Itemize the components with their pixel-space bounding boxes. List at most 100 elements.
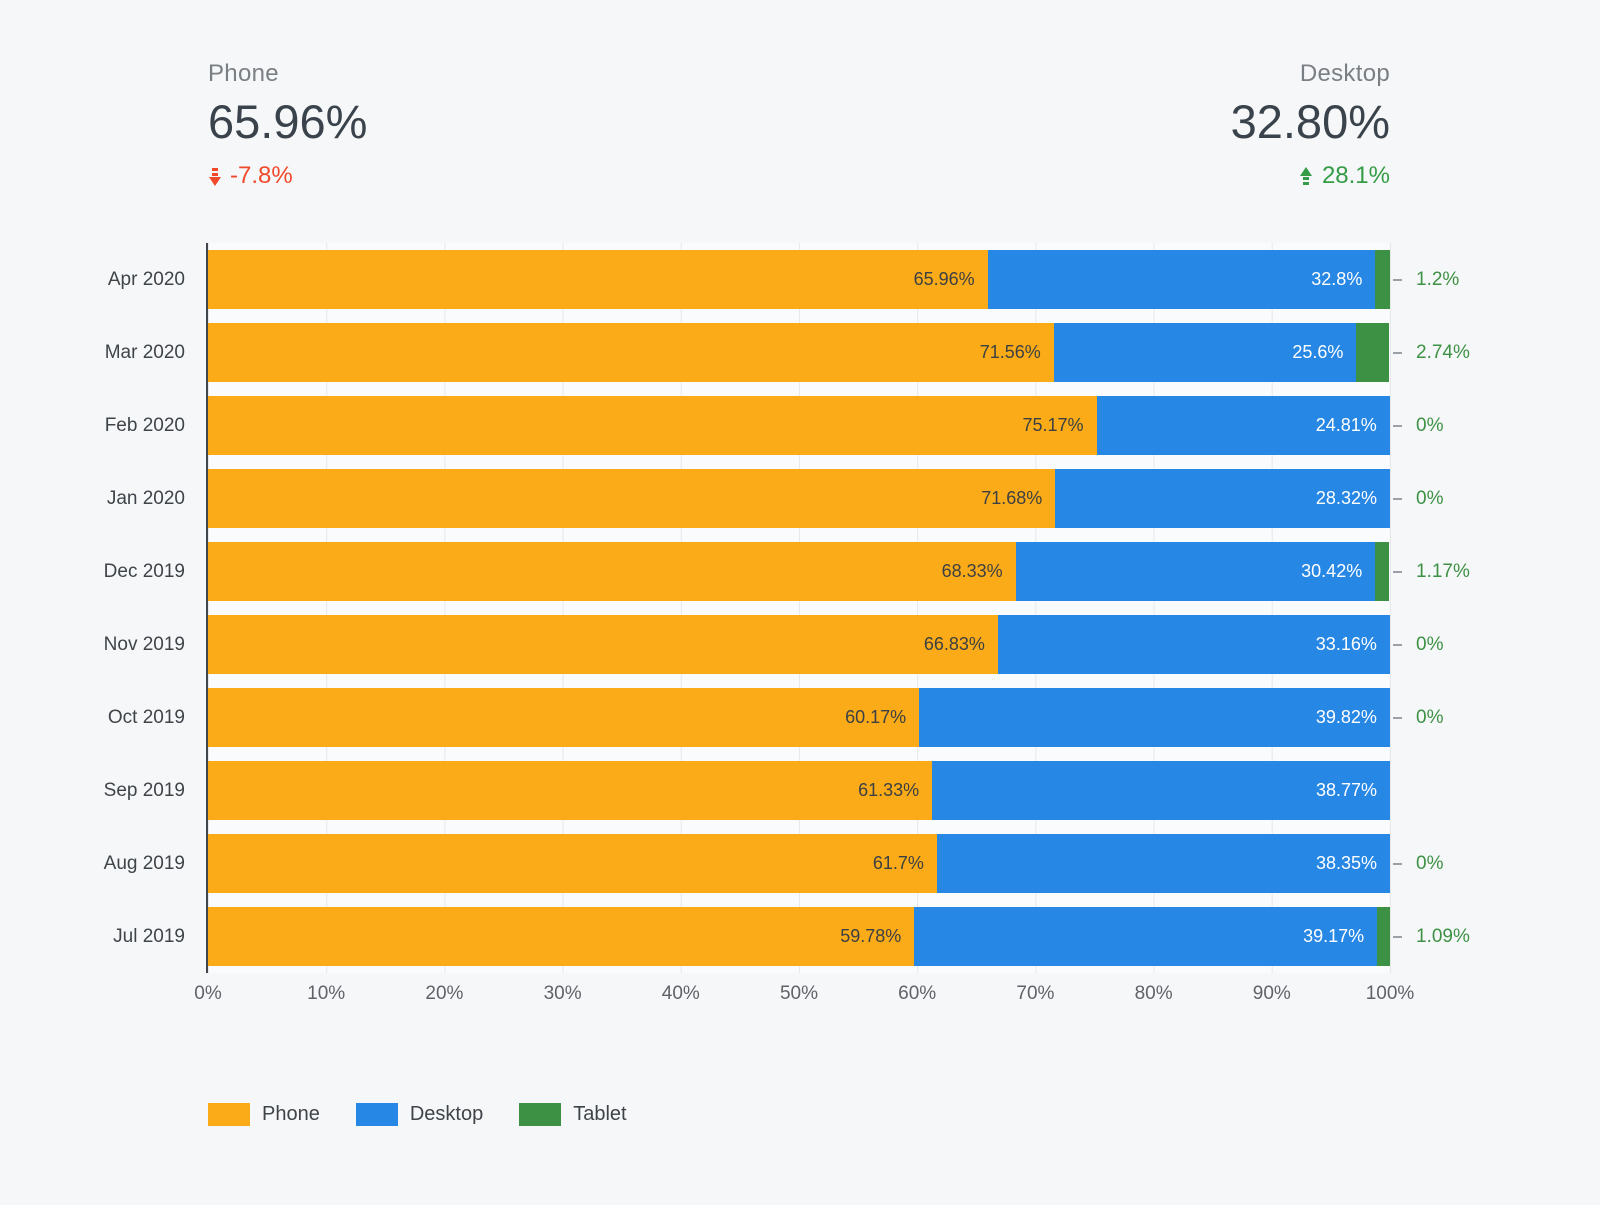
tablet-annotation: 0% [1390, 608, 1600, 681]
annotation-dash-icon [1393, 278, 1402, 281]
annotation-dash-icon [1393, 716, 1402, 719]
phone-value-label: 66.83% [923, 634, 985, 654]
x-axis-tick-label: 100% [1365, 983, 1415, 1004]
legend-item-desktop[interactable]: Desktop [355, 1103, 484, 1126]
x-axis-tick-label: 0% [194, 983, 222, 1004]
y-axis-label: Dec 2019 [103, 560, 185, 582]
chart-row: Jan 2020 71.68% 28.32% 0% [0, 462, 1600, 535]
tablet-value-label: 1.17% [1416, 560, 1470, 582]
tablet-annotation: 1.17% [1390, 535, 1600, 608]
legend-swatch-icon [519, 1103, 562, 1126]
tablet-value-label: 0% [1416, 706, 1444, 728]
bar-track: 66.83% 33.16% [208, 615, 1390, 674]
x-axis-tick-label: 40% [661, 983, 700, 1004]
phone-bar-segment[interactable]: 65.96% [208, 250, 988, 309]
y-axis-label: Jul 2019 [113, 925, 185, 947]
desktop-bar-segment[interactable]: 38.77% [932, 761, 1390, 820]
phone-bar-segment[interactable]: 71.68% [208, 469, 1056, 528]
y-axis-label: Nov 2019 [103, 633, 185, 655]
y-axis-label: Jan 2020 [106, 487, 185, 509]
tablet-annotation: 0% [1390, 681, 1600, 754]
desktop-bar-segment[interactable]: 30.42% [1015, 542, 1376, 601]
y-axis-label: Feb 2020 [104, 414, 185, 436]
phone-kpi: Phone 65.96% -7.8% [208, 60, 367, 190]
x-axis-tick-label: 10% [307, 983, 346, 1004]
bar-track: 71.56% 25.6% [208, 323, 1390, 382]
chart-row: Apr 2020 65.96% 32.8% 1.2% [0, 243, 1600, 316]
bar-track: 75.17% 24.81% [208, 396, 1390, 455]
phone-bar-segment[interactable]: 68.33% [208, 542, 1016, 601]
bar-track: 61.7% 38.35% [208, 834, 1390, 893]
phone-value-label: 59.78% [840, 926, 902, 946]
x-axis-tick-label: 50% [779, 983, 819, 1004]
desktop-kpi: Desktop 32.80% 28.1% [1231, 60, 1390, 190]
annotation-dash-icon [1393, 570, 1402, 573]
phone-bar-segment[interactable]: 75.17% [208, 396, 1097, 455]
desktop-bar-segment[interactable]: 24.81% [1096, 396, 1390, 455]
phone-value-label: 61.33% [858, 780, 920, 800]
phone-bar-segment[interactable]: 71.56% [208, 323, 1054, 382]
desktop-kpi-label: Desktop [1299, 60, 1390, 87]
y-axis-label: Apr 2020 [107, 268, 185, 290]
x-axis: 0% 10% 20% 30% 40% 50% 60% 70% 80% 90% 100% [194, 983, 1414, 1009]
desktop-bar-segment[interactable]: 38.35% [936, 834, 1390, 893]
phone-bar-segment[interactable]: 60.17% [208, 688, 920, 747]
phone-bar-segment[interactable]: 61.7% [208, 834, 937, 893]
tablet-value-label: 0% [1416, 852, 1444, 874]
arrow-up-icon [1300, 166, 1313, 186]
annotation-dash-icon [1393, 497, 1402, 500]
y-axis-label: Aug 2019 [103, 852, 185, 874]
chart-row: Mar 2020 71.56% 25.6% 2.74% [0, 316, 1600, 389]
chart-row: Jul 2019 59.78% 39.17% 1.09% [0, 900, 1600, 973]
desktop-value-label: 25.6% [1292, 342, 1344, 362]
bar-track: 60.17% 39.82% [208, 688, 1390, 747]
x-axis-tick-label: 80% [1134, 983, 1173, 1004]
desktop-kpi-delta: 28.1% [1231, 162, 1390, 190]
x-axis-tick-label: 20% [425, 983, 464, 1004]
chart-rows: Apr 2020 65.96% 32.8% 1.2% Mar 2020 71.5… [0, 243, 1600, 973]
phone-kpi-delta: -7.8% [208, 162, 367, 190]
legend-item-tablet[interactable]: Tablet [519, 1103, 627, 1126]
bar-track: 65.96% 32.8% [208, 250, 1390, 309]
tablet-bar-segment[interactable] [1377, 907, 1390, 966]
desktop-bar-segment[interactable]: 32.8% [987, 250, 1376, 309]
tablet-value-label: 2.74% [1416, 341, 1470, 363]
tablet-bar-segment[interactable] [1375, 250, 1390, 309]
chart-row: Oct 2019 60.17% 39.82% 0% [0, 681, 1600, 754]
y-axis-label: Sep 2019 [103, 779, 185, 801]
x-axis-tick-label: 30% [543, 983, 582, 1004]
tablet-value-label: 1.09% [1416, 925, 1470, 947]
desktop-value-label: 24.81% [1315, 415, 1377, 435]
desktop-value-label: 39.82% [1315, 707, 1377, 727]
phone-bar-segment[interactable]: 66.83% [208, 615, 998, 674]
desktop-value-label: 33.16% [1315, 634, 1377, 654]
bar-track: 59.78% 39.17% [208, 907, 1390, 966]
tablet-annotation: 1.09% [1390, 900, 1600, 973]
bar-track: 61.33% 38.77% [208, 761, 1390, 820]
stacked-bar-chart: Apr 2020 65.96% 32.8% 1.2% Mar 2020 71.5… [0, 243, 1600, 973]
phone-value-label: 60.17% [845, 707, 907, 727]
phone-value-label: 71.56% [979, 342, 1041, 362]
desktop-bar-segment[interactable]: 39.17% [914, 907, 1378, 966]
tablet-bar-segment[interactable] [1356, 323, 1389, 382]
tablet-value-label: 0% [1416, 487, 1444, 509]
desktop-bar-segment[interactable]: 33.16% [997, 615, 1390, 674]
desktop-value-label: 39.17% [1303, 926, 1365, 946]
bar-track: 68.33% 30.42% [208, 542, 1390, 601]
y-axis-label: Oct 2019 [107, 706, 185, 728]
phone-bar-segment[interactable]: 59.78% [208, 907, 915, 966]
legend-item-phone[interactable]: Phone [208, 1103, 320, 1126]
tablet-bar-segment[interactable] [1375, 542, 1390, 601]
phone-bar-segment[interactable]: 61.33% [208, 761, 933, 820]
desktop-bar-segment[interactable]: 25.6% [1053, 323, 1357, 382]
legend-swatch-icon [208, 1103, 250, 1126]
annotation-dash-icon [1393, 351, 1402, 354]
y-axis-label: Mar 2020 [104, 341, 185, 363]
tablet-annotation: 2.74% [1390, 316, 1600, 389]
legend-label: Desktop [409, 1103, 484, 1125]
phone-value-label: 75.17% [1022, 415, 1084, 435]
desktop-bar-segment[interactable]: 28.32% [1055, 469, 1390, 528]
desktop-kpi-delta-value: 28.1% [1321, 162, 1390, 189]
desktop-bar-segment[interactable]: 39.82% [919, 688, 1390, 747]
